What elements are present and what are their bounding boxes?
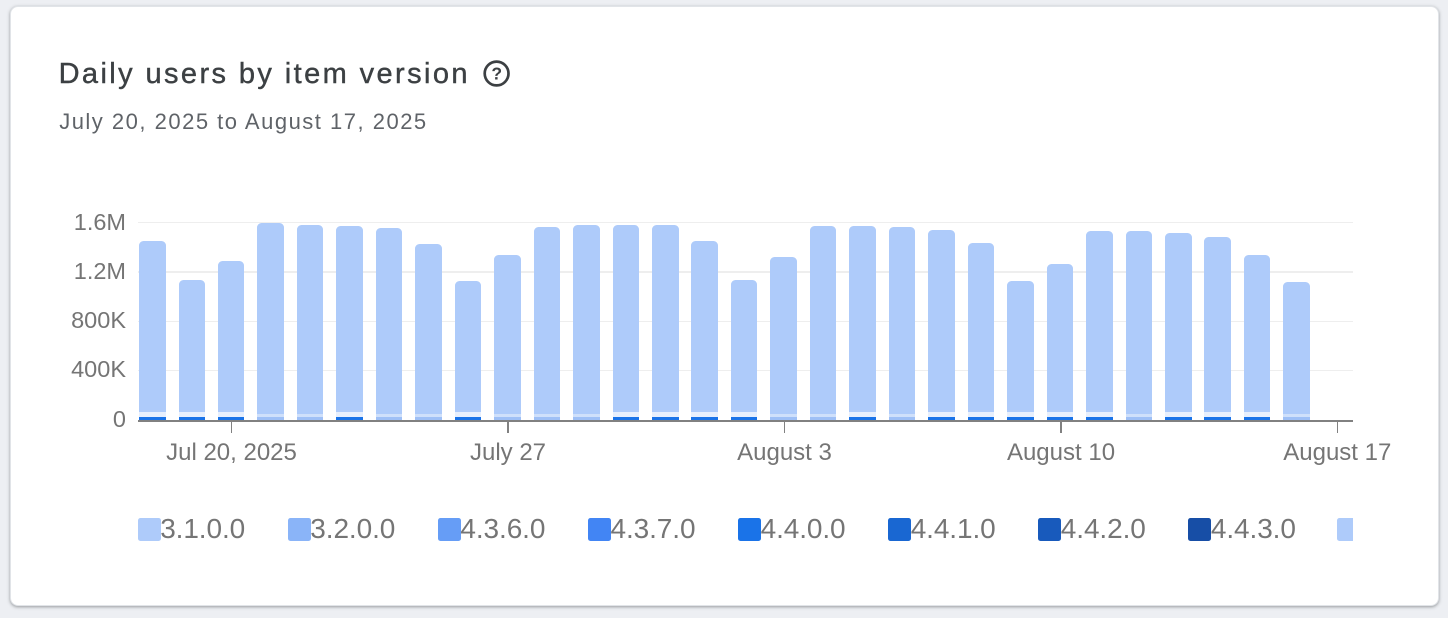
svg-text:?: ? [491, 63, 502, 83]
